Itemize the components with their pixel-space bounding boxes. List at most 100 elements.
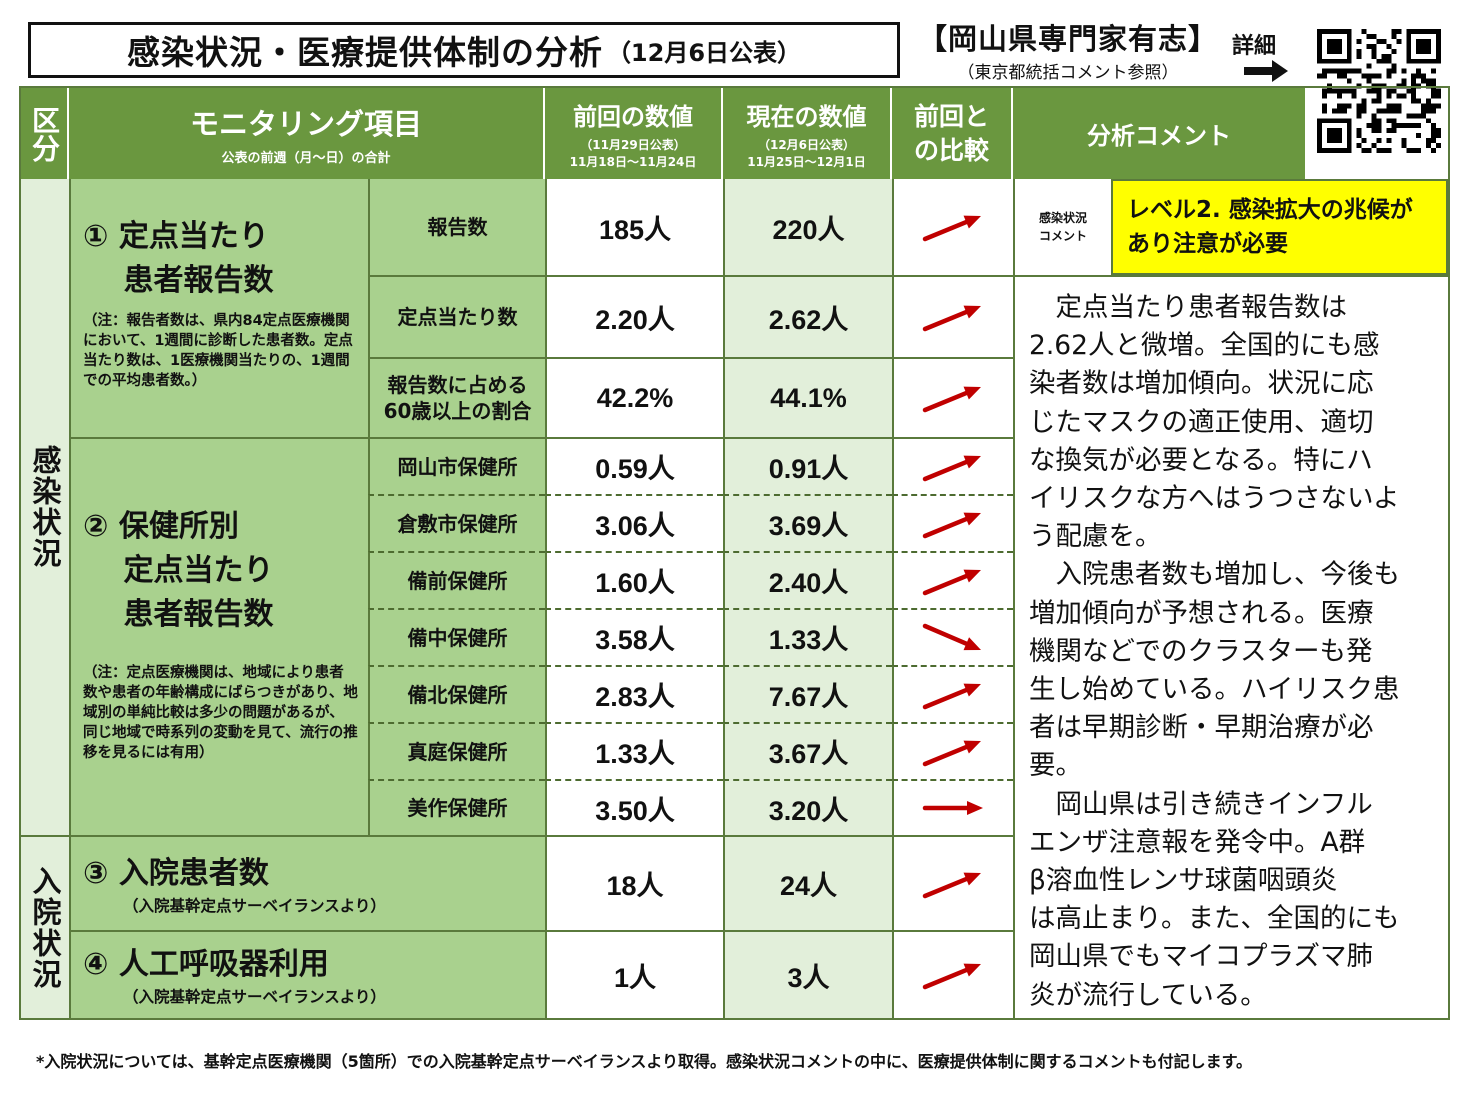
col-header-prev-date: （11月29日公表） [580, 138, 686, 152]
level-badge: レベル2. 感染拡大の兆候があり注意が必要 [1111, 179, 1448, 275]
group2-title-cell: ② 保健所別 定点当たり 患者報告数 （注：定点医療機関は、地域により患者数や患… [69, 437, 368, 835]
row-trend [892, 722, 1013, 779]
group3-trend [892, 835, 1013, 930]
trend-arrow-icon [922, 386, 981, 413]
row-label: 報告数 [368, 179, 545, 275]
trend-arrow-icon [922, 215, 981, 242]
col-header-curr: 現在の数値 （12月6日公表） 11月25日～12月1日 [723, 88, 892, 179]
row-prev-value: 42.2% [545, 357, 723, 437]
row-label: 備北保健所 [368, 665, 545, 722]
organization-sub: （東京都統括コメント参照） [957, 63, 1179, 83]
row-trend [892, 437, 1013, 494]
row-curr-value: 3.67人 [723, 722, 892, 779]
trend-arrow-icon [922, 963, 981, 990]
comment-label: 感染状況 コメント [1013, 179, 1111, 275]
row-label: 定点当たり数 [368, 275, 545, 357]
col-header-comment-label: 分析コメント [1087, 122, 1231, 150]
group4-title-cell: ④ 人工呼吸器利用 （入院基幹定点サーベイランスより） [69, 930, 545, 1018]
row-curr-value: 3.69人 [723, 494, 892, 551]
trend-arrow-icon [922, 455, 981, 481]
level-text: レベル2. 感染拡大の兆候があり注意が必要 [1127, 197, 1413, 257]
col-header-compare-label: 前回との比較 [913, 101, 989, 165]
col-header-prev-range: 11月18日～11月24日 [569, 155, 697, 169]
qr-code-icon[interactable] [1317, 29, 1441, 153]
row-curr-value: 1.33人 [723, 608, 892, 665]
group1-title-cell: ① 定点当たり 患者報告数 （注：報告者数は、県内84定点医療機関において、1週… [69, 179, 368, 437]
group4-curr: 3人 [723, 930, 892, 1018]
group3-prev: 18人 [545, 835, 723, 930]
comment-body: 定点当たり患者報告数は 2.62人と微増。全国的にも感 染者数は増加傾向。状況に… [1013, 275, 1448, 1018]
group2-title: ② 保健所別 定点当たり 患者報告数 [83, 509, 274, 632]
trend-arrow-icon [922, 683, 981, 709]
row-trend [892, 179, 1013, 275]
row-curr-value: 220人 [723, 179, 892, 275]
section-hospital-label: 入院状況 [28, 865, 62, 990]
row-label: 備前保健所 [368, 551, 545, 608]
row-label: 美作保健所 [368, 779, 545, 835]
trend-arrow-icon [922, 623, 981, 650]
trend-arrow-icon [922, 801, 983, 815]
row-prev-value: 185人 [545, 179, 723, 275]
row-trend [892, 357, 1013, 437]
row-trend [892, 275, 1013, 357]
row-curr-value: 7.67人 [723, 665, 892, 722]
col-header-curr-date: （12月6日公表） [757, 138, 856, 152]
col-header-curr-range: 11月25日～12月1日 [747, 155, 866, 169]
col-header-item-label: モニタリング項目 [189, 107, 422, 141]
row-trend [892, 494, 1013, 551]
section-infection: 感染状況 [21, 179, 69, 835]
row-trend [892, 665, 1013, 722]
trend-arrow-icon [922, 305, 981, 332]
footnote: *入院状況については、基幹定点医療機関（5箇所）での入院基幹定点サーベイランスよ… [36, 1052, 1252, 1071]
row-prev-value: 1.33人 [545, 722, 723, 779]
row-trend [892, 779, 1013, 835]
table-frame [19, 86, 1450, 1020]
row-curr-value: 2.62人 [723, 275, 892, 357]
row-prev-value: 3.06人 [545, 494, 723, 551]
group3-note: （入院基幹定点サーベイランスより） [123, 896, 386, 915]
row-prev-value: 3.58人 [545, 608, 723, 665]
col-header-compare: 前回との比較 [892, 88, 1013, 179]
trend-arrow-icon [922, 512, 981, 538]
row-label: 備中保健所 [368, 608, 545, 665]
group3-curr: 24人 [723, 835, 892, 930]
col-header-prev: 前回の数値 （11月29日公表） 11月18日～11月24日 [545, 88, 723, 179]
group1-title: ① 定点当たり 患者報告数 [83, 219, 274, 298]
col-header-curr-label: 現在の数値 [746, 103, 867, 131]
trend-arrow-icon [922, 872, 981, 898]
section-hospital: 入院状況 [21, 835, 69, 1018]
row-label: 倉敷市保健所 [368, 494, 545, 551]
col-header-prev-label: 前回の数値 [573, 103, 693, 131]
row-curr-value: 0.91人 [723, 437, 892, 494]
row-label: 報告数に占める 60歳以上の割合 [368, 357, 545, 437]
title-box: 感染状況・医療提供体制の分析 （12月6日公表） [28, 22, 900, 78]
row-prev-value: 2.20人 [545, 275, 723, 357]
publish-date: （12月6日公表） [606, 38, 802, 67]
group2-note: （注：定点医療機関は、地域により患者数や患者の年齢構成にばらつきがあり、地域別の… [83, 665, 358, 761]
detail-label: 詳細 [1232, 34, 1277, 59]
row-curr-value: 3.20人 [723, 779, 892, 835]
col-header-item: モニタリング項目 公表の前週（月～日）の合計 [69, 88, 545, 179]
group4-title: ④ 人工呼吸器利用 [83, 947, 329, 982]
trend-arrow-icon [922, 569, 981, 595]
comment-text: 定点当たり患者報告数は 2.62人と微増。全国的にも感 染者数は増加傾向。状況に… [1029, 292, 1400, 1011]
right-arrow-icon [1244, 60, 1288, 82]
organization: 【岡山県専門家有志】 [917, 22, 1218, 56]
page-title: 感染状況・医療提供体制の分析 [126, 33, 603, 72]
row-trend [892, 551, 1013, 608]
group4-prev: 1人 [545, 930, 723, 1018]
col-header-comment: 分析コメント [1013, 88, 1305, 179]
row-label: 真庭保健所 [368, 722, 545, 779]
row-prev-value: 0.59人 [545, 437, 723, 494]
col-header-category-label: 区分 [28, 105, 61, 162]
group3-title-cell: ③ 入院患者数 （入院基幹定点サーベイランスより） [69, 835, 545, 930]
group4-note: （入院基幹定点サーベイランスより） [123, 988, 386, 1006]
row-curr-value: 44.1% [723, 357, 892, 437]
col-header-item-sub: 公表の前週（月～日）の合計 [221, 151, 391, 166]
trend-arrow-icon [922, 740, 981, 766]
row-prev-value: 3.50人 [545, 779, 723, 835]
group4-trend [892, 930, 1013, 1018]
group1-note: （注：報告者数は、県内84定点医療機関において、1週間に診断した患者数。定点当た… [83, 313, 353, 389]
row-prev-value: 1.60人 [545, 551, 723, 608]
col-header-category: 区分 [21, 88, 69, 179]
